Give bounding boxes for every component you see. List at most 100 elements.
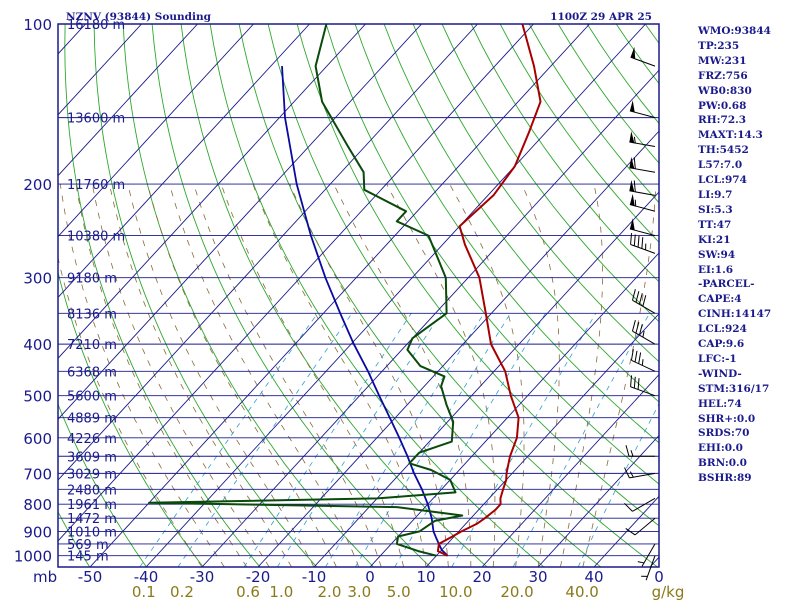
wind-barb-flag bbox=[637, 378, 640, 390]
temperature-tick-label: -50 bbox=[78, 568, 103, 586]
mixing-ratio-label: 0.2 bbox=[170, 583, 194, 600]
wind-barb-flag bbox=[638, 323, 643, 336]
mixing-ratio-line bbox=[451, 313, 597, 567]
dry-adiabat-line bbox=[354, 24, 659, 444]
wind-barb bbox=[641, 555, 656, 581]
mixing-ratio-line bbox=[243, 313, 412, 567]
sounding-index-item: WB0:830 bbox=[698, 84, 752, 97]
height-label: 11760 m bbox=[67, 178, 125, 193]
wind-barb bbox=[630, 375, 656, 397]
dry-adiabat-line bbox=[93, 24, 318, 567]
isotherm-line bbox=[58, 24, 198, 177]
wind-barb-half bbox=[630, 450, 634, 457]
height-label: 9180 m bbox=[67, 272, 117, 287]
temperature-tick-label: -30 bbox=[190, 568, 215, 586]
sounding-index-item: RH:72.3 bbox=[698, 114, 747, 127]
sounding-index-item: KI:21 bbox=[698, 233, 731, 246]
sounding-index-item: LI:9.7 bbox=[698, 188, 733, 201]
wind-barb-half bbox=[642, 330, 645, 338]
wind-barb-half bbox=[641, 359, 644, 366]
mixing-ratio-label: 2.0 bbox=[318, 583, 342, 600]
moist-adiabat-line bbox=[560, 184, 603, 567]
sounding-index-item: MW:231 bbox=[698, 54, 747, 67]
wind-barb-staff bbox=[629, 110, 656, 119]
dry-adiabat-line bbox=[470, 24, 659, 283]
wind-barb bbox=[625, 445, 655, 457]
sounding-index-item: STM:316/17 bbox=[698, 382, 770, 395]
dry-adiabat-line bbox=[267, 24, 658, 567]
pressure-tick-label: 100 bbox=[23, 16, 52, 34]
pressure-tick-label: 900 bbox=[23, 523, 52, 541]
sounding-index-item: SRDS:70 bbox=[698, 427, 750, 440]
temperature-tick-label: 30 bbox=[528, 568, 547, 586]
mixing-ratio-label: 0.6 bbox=[236, 583, 260, 600]
temperature-tick-label: 40 bbox=[584, 568, 603, 586]
temperature-tick-label: 0 bbox=[365, 568, 375, 586]
wind-barb-flag bbox=[630, 375, 633, 387]
wind-barb bbox=[630, 349, 656, 372]
wind-barb-staff bbox=[632, 299, 656, 314]
mixing-ratio-label: 0.1 bbox=[132, 583, 156, 600]
plot-frame bbox=[57, 23, 660, 568]
sounding-index-item: WMO:93844 bbox=[698, 25, 771, 37]
wind-barb bbox=[625, 517, 656, 536]
wind-barb bbox=[629, 131, 656, 148]
wind-barb-flag bbox=[631, 289, 636, 301]
isotherm-line bbox=[0, 24, 30, 567]
dry-adiabat-line bbox=[441, 24, 659, 323]
dry-adiabat-line bbox=[209, 24, 545, 567]
wind-barb-flag bbox=[624, 502, 633, 512]
isotherm-line bbox=[58, 24, 366, 359]
wind-barb-staff bbox=[632, 497, 656, 512]
moist-adiabat-line bbox=[109, 184, 292, 567]
mixing-ratio-label: 1.0 bbox=[269, 583, 293, 600]
wind-barb-flag bbox=[635, 321, 640, 334]
wind-barb-flag bbox=[625, 445, 630, 457]
pressure-tick-label: 300 bbox=[23, 270, 52, 288]
mixing-ratio-line bbox=[177, 313, 353, 567]
dry-adiabat-line bbox=[58, 510, 91, 567]
wind-barb-staff bbox=[629, 204, 656, 212]
wind-barb bbox=[631, 289, 656, 314]
sounding-index-item: EI:1.6 bbox=[698, 263, 734, 276]
wind-barb-pennant bbox=[629, 193, 635, 206]
temperature-tick-label: -10 bbox=[302, 568, 327, 586]
wind-barb-pennant bbox=[629, 156, 635, 169]
sounding-index-item: EHI:0.0 bbox=[698, 442, 743, 455]
wind-barb-staff bbox=[645, 555, 656, 581]
height-label: 4889 m bbox=[67, 412, 117, 427]
isotherm-line bbox=[58, 24, 422, 420]
wind-barb bbox=[630, 46, 656, 67]
sounding-index-item: MAXT:14.3 bbox=[698, 129, 763, 142]
wind-barb-flag bbox=[633, 157, 636, 169]
isotherm-line bbox=[58, 24, 254, 238]
mixing-ratio-label: 10.0 bbox=[439, 583, 472, 600]
sounding-index-item: BRN:0.0 bbox=[698, 457, 747, 470]
height-label: 8136 m bbox=[67, 307, 117, 322]
mixing-ratio-label: 40.0 bbox=[565, 583, 598, 600]
dry-adiabat-line bbox=[58, 270, 204, 567]
wind-barb-flag bbox=[633, 234, 636, 246]
wind-barb-pennant bbox=[629, 179, 635, 192]
moist-adiabat-line bbox=[220, 183, 404, 567]
mixing-ratio-line bbox=[512, 313, 650, 567]
moist-adiabat-line bbox=[521, 183, 560, 567]
sounding-index-item: TH:5452 bbox=[698, 144, 749, 157]
isotherm-line bbox=[89, 24, 590, 567]
pressure-tick-label: 800 bbox=[23, 496, 52, 514]
chart-title: NZNV (93844) Sounding bbox=[66, 11, 212, 23]
height-label: 145 m bbox=[67, 550, 109, 565]
height-label: 1010 m bbox=[67, 525, 117, 540]
wind-barb-flag bbox=[638, 293, 643, 305]
temperature-tick-label: 20 bbox=[472, 568, 491, 586]
wind-barb-half bbox=[629, 471, 634, 478]
wind-barb-staff bbox=[630, 244, 656, 254]
height-label: 5600 m bbox=[67, 390, 117, 405]
height-label: 1961 m bbox=[67, 498, 117, 513]
isotherm-line bbox=[58, 24, 534, 542]
sounding-index-item: FRZ:756 bbox=[698, 69, 748, 82]
isotherm-line bbox=[481, 373, 659, 567]
mixing-ratio-label: 5.0 bbox=[387, 583, 411, 600]
wind-barb-flag bbox=[638, 352, 642, 364]
